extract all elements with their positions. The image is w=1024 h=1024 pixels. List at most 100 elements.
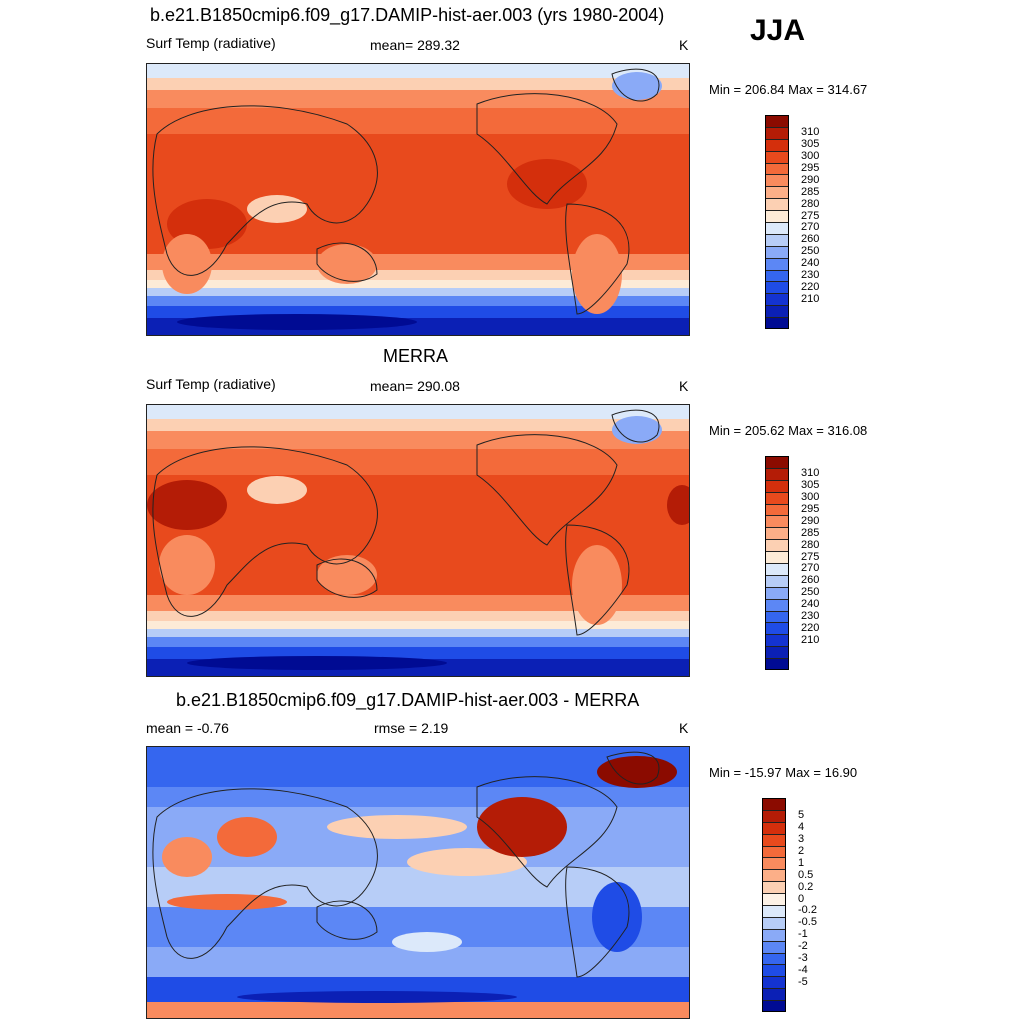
panel3-colorbar: 5 4 3 2 1 0.5 0.2 0 -0.2 -0.5 -1 -2 -3 -4 -5 bbox=[762, 798, 832, 1012]
colorbar-swatch bbox=[765, 539, 789, 552]
colorbar-tick-label: 230 bbox=[801, 269, 820, 281]
colorbar-tick-label: 270 bbox=[801, 562, 820, 575]
colorbar-tick-label: 285 bbox=[801, 526, 820, 539]
colorbar-swatch bbox=[762, 821, 786, 834]
colorbar-swatch bbox=[762, 928, 786, 941]
panel3-map bbox=[146, 746, 690, 1019]
colorbar-tick-label: 0 bbox=[798, 892, 805, 905]
colorbar-tick-label: 280 bbox=[801, 538, 820, 551]
colorbar-swatch bbox=[765, 515, 789, 528]
colorbar-swatch bbox=[765, 198, 789, 211]
colorbar-swatch bbox=[765, 281, 789, 294]
colorbar-tick-label: 0.5 bbox=[798, 868, 814, 881]
colorbar-tick-label: 220 bbox=[801, 280, 820, 293]
colorbar-tick-label: -3 bbox=[798, 952, 808, 964]
colorbar-tick-label: 2 bbox=[798, 845, 805, 857]
colorbar-swatch bbox=[762, 988, 786, 1001]
colorbar-swatch bbox=[762, 964, 786, 977]
colorbar-tick-label: 5 bbox=[798, 809, 805, 822]
colorbar-tick-label: 275 bbox=[801, 550, 820, 563]
colorbar-swatch bbox=[765, 210, 789, 222]
colorbar-tick-label: 250 bbox=[801, 586, 820, 599]
colorbar-swatch bbox=[765, 162, 789, 175]
panel3-minmax: Min = -15.97 Max = 16.90 bbox=[709, 765, 858, 780]
colorbar-tick-label: 270 bbox=[801, 221, 820, 234]
colorbar-swatch bbox=[765, 174, 789, 187]
colorbar-tick-label: -0.5 bbox=[798, 916, 817, 929]
colorbar-tick-label: 260 bbox=[801, 233, 820, 246]
colorbar-swatch bbox=[762, 869, 786, 882]
colorbar-frame bbox=[765, 115, 789, 329]
panel1-units: K bbox=[679, 37, 689, 53]
colorbar-swatch bbox=[765, 622, 789, 635]
colorbar-tick-label: 3 bbox=[798, 833, 805, 846]
colorbar-swatch bbox=[765, 598, 789, 611]
colorbar-swatch bbox=[765, 491, 789, 504]
colorbar-swatch bbox=[765, 233, 789, 246]
colorbar-tick-label: 0.2 bbox=[798, 880, 814, 893]
colorbar-swatch bbox=[765, 150, 789, 163]
colorbar-tick-label: 310 bbox=[801, 126, 820, 139]
colorbar-swatch bbox=[765, 658, 789, 670]
colorbar-swatch bbox=[765, 305, 789, 318]
colorbar-tick-label: 1 bbox=[798, 856, 805, 869]
colorbar-frame bbox=[762, 798, 786, 1012]
colorbar-swatch bbox=[762, 893, 786, 905]
colorbar-tick-label: -1 bbox=[798, 928, 808, 941]
colorbar-tick-label: 210 bbox=[801, 292, 820, 305]
panel1-title: b.e21.B1850cmip6.f09_g17.DAMIP-hist-aer.… bbox=[150, 5, 665, 25]
colorbar-swatch bbox=[765, 138, 789, 151]
colorbar-swatch bbox=[762, 809, 786, 822]
colorbar-swatch bbox=[765, 467, 789, 480]
colorbar-tick-label: 305 bbox=[801, 479, 820, 492]
panel1-minmax: Min = 206.84 Max = 314.67 bbox=[709, 82, 868, 97]
panel1-map bbox=[146, 63, 690, 336]
panel2-minmax: Min = 205.62 Max = 316.08 bbox=[709, 423, 868, 438]
colorbar-swatch bbox=[762, 940, 786, 953]
colorbar-swatch bbox=[765, 634, 789, 647]
colorbar-tick-label: 4 bbox=[798, 821, 805, 834]
colorbar-tick-label: 275 bbox=[801, 209, 820, 222]
colorbar-tick-label: 240 bbox=[801, 257, 820, 270]
panel2-mean-label: mean= 290.08 bbox=[370, 378, 460, 394]
colorbar-tick-label: 290 bbox=[801, 514, 820, 527]
panel3-mean-label: mean = -0.76 bbox=[146, 720, 229, 736]
colorbar-swatch bbox=[765, 503, 789, 516]
colorbar-swatch bbox=[765, 574, 789, 587]
colorbar-tick-label: 250 bbox=[801, 245, 820, 258]
colorbar-swatch bbox=[765, 610, 789, 623]
colorbar-swatch bbox=[762, 845, 786, 858]
colorbar-frame bbox=[765, 456, 789, 670]
colorbar-swatch bbox=[765, 646, 789, 659]
colorbar-swatch bbox=[765, 527, 789, 540]
panel3-rmse-label: rmse = 2.19 bbox=[374, 720, 449, 736]
colorbar-tick-label: 230 bbox=[801, 610, 820, 622]
colorbar-swatch bbox=[762, 833, 786, 846]
colorbar-tick-label: 285 bbox=[801, 185, 820, 198]
season-label: JJA bbox=[750, 14, 806, 47]
colorbar-tick-label: 295 bbox=[801, 162, 820, 174]
colorbar-swatch bbox=[765, 245, 789, 258]
colorbar-swatch bbox=[765, 186, 789, 199]
colorbar-swatch bbox=[765, 479, 789, 492]
colorbar-swatch bbox=[762, 905, 786, 917]
colorbar-tick-label: -4 bbox=[798, 963, 808, 976]
colorbar-swatch bbox=[762, 857, 786, 870]
colorbar-swatch bbox=[765, 222, 789, 234]
panel2-title: MERRA bbox=[383, 346, 449, 366]
colorbar-tick-label: -2 bbox=[798, 940, 808, 953]
colorbar-swatch bbox=[765, 317, 789, 329]
panel3-title: b.e21.B1850cmip6.f09_g17.DAMIP-hist-aer.… bbox=[176, 690, 640, 710]
colorbar-swatch bbox=[765, 293, 789, 306]
panel2-variable-label: Surf Temp (radiative) bbox=[146, 376, 276, 392]
colorbar-swatch bbox=[762, 1000, 786, 1012]
colorbar-tick-label: -5 bbox=[798, 975, 808, 988]
colorbar-tick-label: 290 bbox=[801, 173, 820, 186]
colorbar-swatch bbox=[765, 126, 789, 139]
colorbar-tick-label: 305 bbox=[801, 138, 820, 151]
colorbar-swatch bbox=[762, 916, 786, 929]
colorbar-tick-label: 295 bbox=[801, 503, 820, 515]
colorbar-swatch bbox=[765, 551, 789, 563]
colorbar-swatch bbox=[765, 586, 789, 599]
panel1-mean-label: mean= 289.32 bbox=[370, 37, 460, 53]
